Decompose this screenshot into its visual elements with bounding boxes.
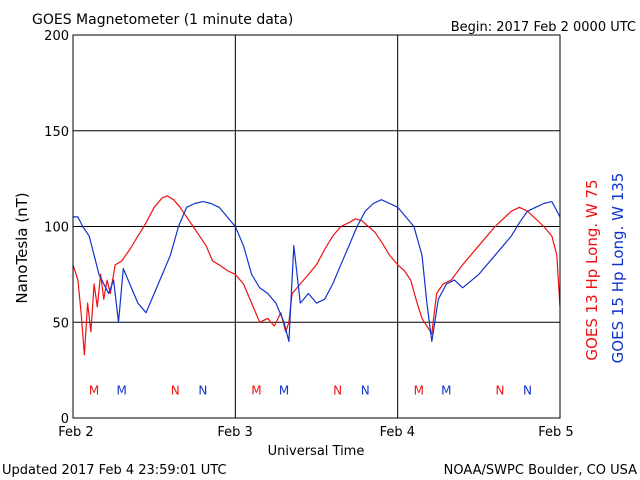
series-line-goes13 xyxy=(72,195,561,356)
x-tick-label: Feb 3 xyxy=(217,425,252,440)
plot-frame xyxy=(72,34,561,419)
x-tick-label: Feb 5 xyxy=(538,425,573,440)
x-axis-label: Universal Time xyxy=(268,444,365,459)
x-tick-labels: Feb 2 Feb 3 Feb 4 Feb 5 xyxy=(58,425,573,440)
updated-timestamp: Updated 2017 Feb 4 23:59:01 UTC xyxy=(2,463,227,478)
credit-label: NOAA/SWPC Boulder, CO USA xyxy=(444,463,637,478)
orbit-marker-n: N xyxy=(523,383,532,397)
orbit-marker-m: M xyxy=(117,383,127,397)
orbit-marker-m: M xyxy=(414,383,424,397)
legend-goes15: GOES 15 Hp Long. W 135 xyxy=(609,173,627,364)
x-tick-label: Feb 2 xyxy=(58,425,93,440)
y-tick-label: 100 xyxy=(44,221,69,236)
begin-time-label: Begin: 2017 Feb 2 0000 UTC xyxy=(451,20,636,35)
x-tick-label: Feb 4 xyxy=(380,425,415,440)
orbit-marker-m: M xyxy=(441,383,451,397)
y-tick-label: 150 xyxy=(44,125,69,140)
y-tick-label: 0 xyxy=(61,412,69,427)
y-tick-label: 200 xyxy=(44,29,69,44)
orbit-marker-n: N xyxy=(495,383,504,397)
orbit-marker-m: M xyxy=(251,383,261,397)
legend-goes13: GOES 13 Hp Long. W 75 xyxy=(583,179,601,360)
orbit-marker-n: N xyxy=(198,383,207,397)
chart-title: GOES Magnetometer (1 minute data) xyxy=(32,12,293,28)
series-layer xyxy=(72,195,561,356)
orbit-marker-m: M xyxy=(279,383,289,397)
series-line-goes15 xyxy=(73,199,561,342)
orbit-marker-n: N xyxy=(333,383,342,397)
orbit-marker-n: N xyxy=(171,383,180,397)
y-tick-labels: 0 50 100 150 200 xyxy=(44,29,69,427)
y-tick-label: 50 xyxy=(52,316,69,331)
orbit-marker-m: M xyxy=(89,383,99,397)
grid-lines xyxy=(72,34,561,419)
orbit-marker-n: N xyxy=(361,383,370,397)
y-axis-label: NanoTesla (nT) xyxy=(13,192,31,303)
